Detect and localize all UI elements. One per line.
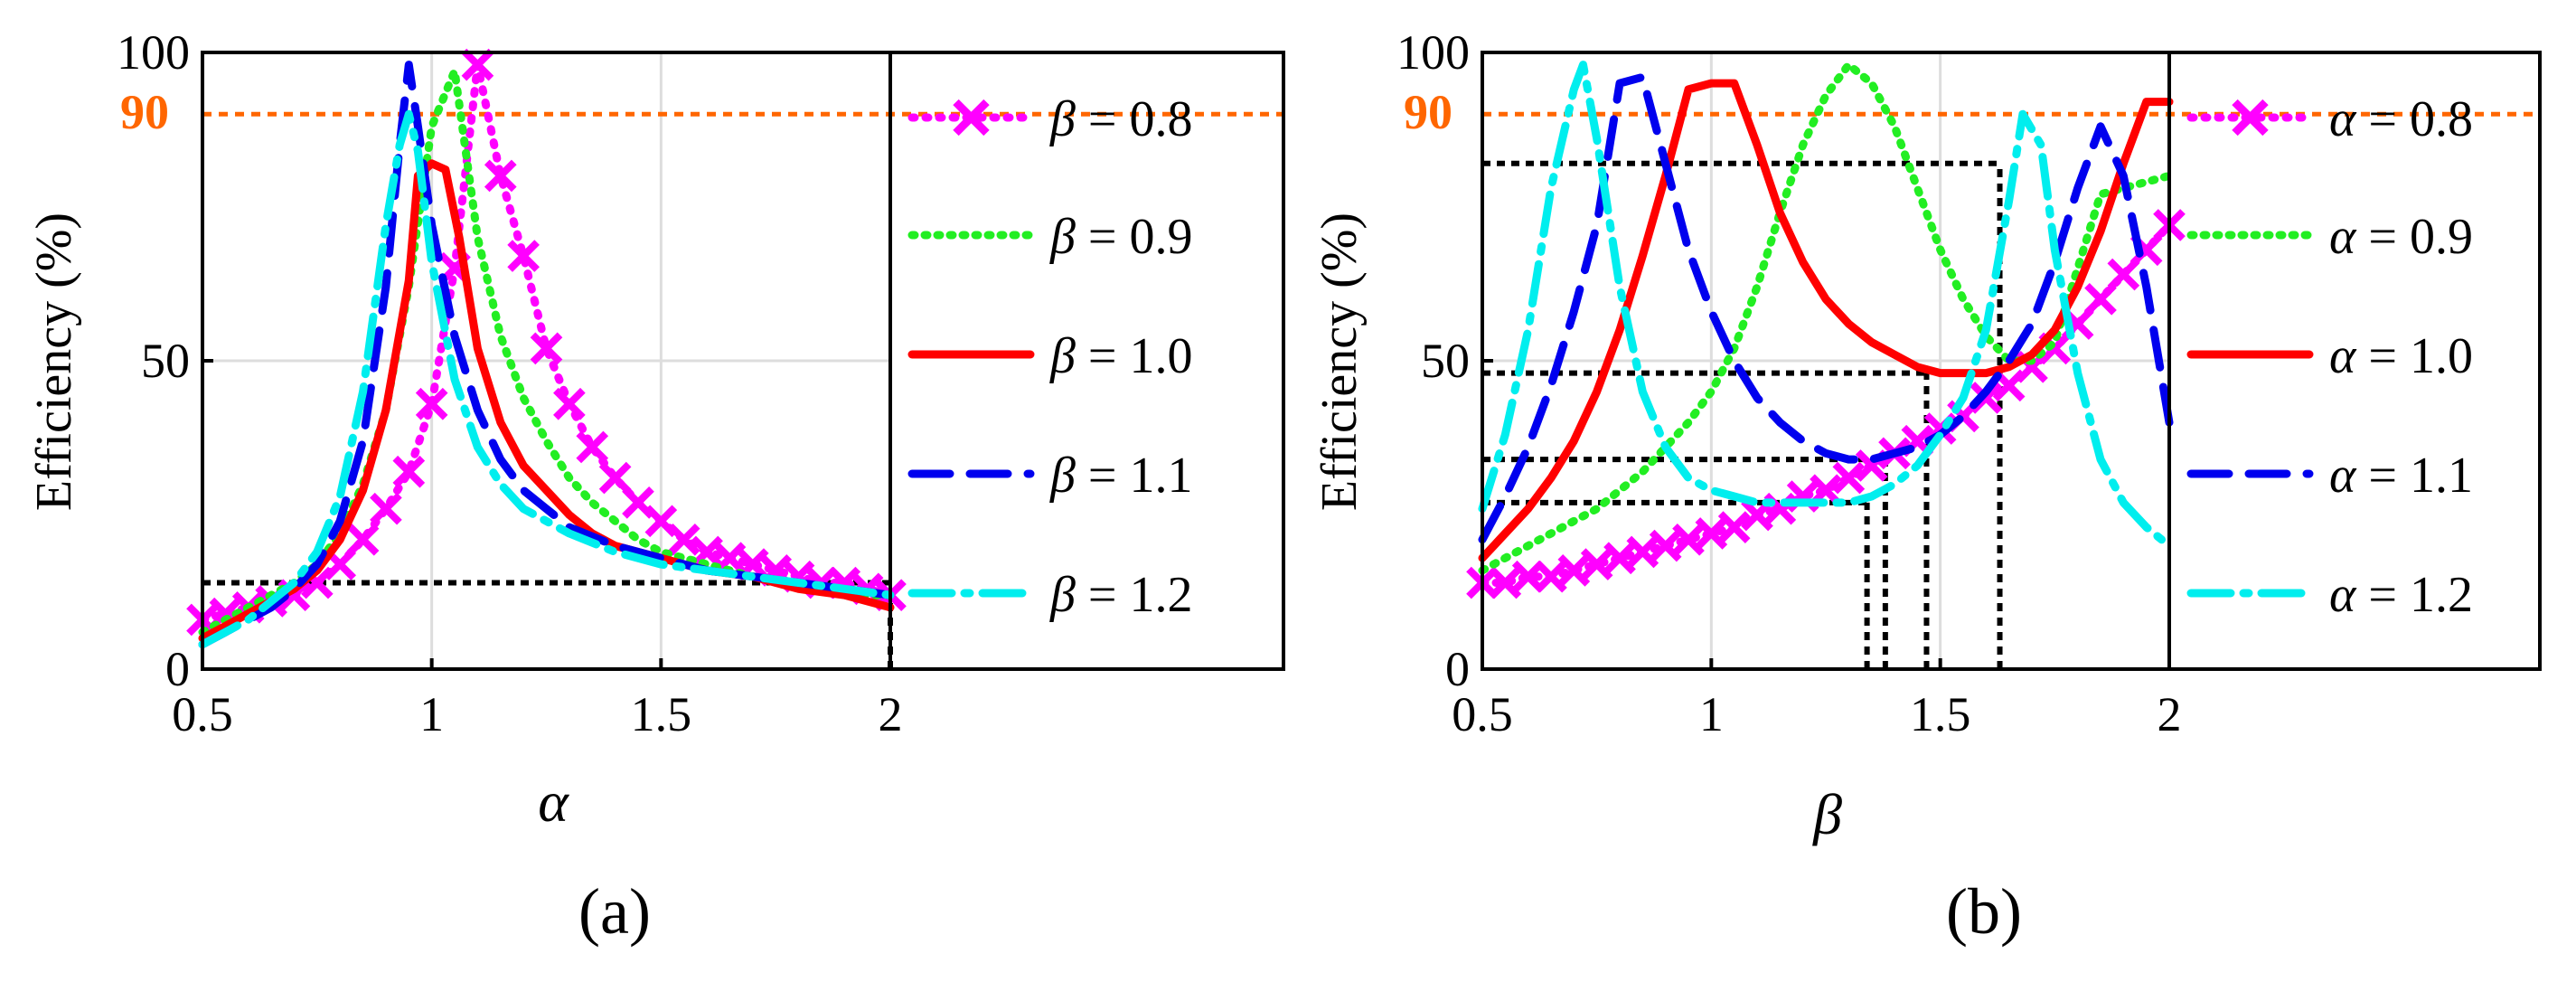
x-tick-label: 0.5: [1452, 687, 1513, 741]
series-line-4: [1478, 72, 2174, 544]
x-marker: [1489, 566, 1522, 599]
x-marker: [415, 387, 448, 420]
x-marker: [2084, 282, 2117, 316]
legend-value: = 1.1: [1076, 448, 1193, 504]
legend-value: = 0.8: [1076, 91, 1193, 147]
x-tick-label: 0.5: [172, 687, 233, 741]
panel-a-legend: β = 0.8β = 0.9β = 1.0β = 1.1β = 1.2: [907, 91, 1192, 623]
series-line-2: [1478, 61, 2174, 575]
x-marker: [461, 48, 494, 81]
x-marker: [667, 523, 700, 556]
panel-b-series: [1466, 61, 2186, 599]
x-marker: [346, 523, 380, 556]
series-line-5: [1478, 61, 2174, 551]
panel-b-x-ticks: 0.5 1 1.5 2: [1452, 658, 2182, 741]
x-tick-label: 1: [1699, 687, 1724, 741]
x-marker: [1695, 517, 1728, 550]
series-line-5: [198, 109, 895, 649]
x-tick-label: 1: [419, 687, 444, 741]
x-marker: [530, 332, 563, 365]
x-tick-label: 1.5: [631, 687, 692, 741]
panel-b-legend: α = 0.8α = 0.9α = 1.0α = 1.1α = 1.2: [2186, 91, 2473, 623]
x-marker: [1832, 461, 1866, 495]
x-marker: [1649, 529, 1682, 562]
panel-a-ref-label: 90: [120, 85, 169, 139]
panel-b-y-ticks: 0 50 100: [1396, 25, 1493, 696]
panel-a-x-axis-label: α: [538, 769, 569, 834]
x-marker: [1557, 554, 1591, 587]
legend-symbol: α: [2329, 209, 2357, 265]
x-tick-label: 2: [2158, 687, 2182, 741]
legend-label-2: β = 0.9: [1049, 209, 1192, 265]
x-marker: [553, 387, 586, 420]
panel-b-ref-label: 90: [1404, 85, 1453, 139]
legend-symbol: β: [1049, 91, 1076, 147]
legend-label-4: β = 1.1: [1049, 448, 1192, 504]
legend-label-3: β = 1.0: [1049, 328, 1192, 384]
x-tick-label: 1.5: [1910, 687, 1971, 741]
legend-symbol: α: [2329, 328, 2357, 384]
legend-symbol: α: [2329, 448, 2357, 504]
legend-value: = 0.9: [1076, 209, 1193, 265]
legend-label-1: β = 0.8: [1049, 91, 1192, 147]
legend-value: = 0.8: [2355, 91, 2473, 147]
legend-value: = 1.0: [2355, 328, 2473, 384]
panel-a-caption: (a): [578, 875, 651, 948]
legend-label-5: β = 1.2: [1049, 567, 1192, 623]
x-marker: [484, 159, 517, 193]
legend-symbol: β: [1049, 209, 1076, 265]
x-marker: [1717, 511, 1751, 543]
legend-value: = 1.1: [2355, 448, 2473, 504]
panel-a-x-ticks: 0.5 1 1.5 2: [172, 658, 903, 741]
x-tick-label: 2: [879, 687, 903, 741]
legend-symbol: β: [1049, 328, 1076, 384]
x-marker: [1580, 548, 1613, 580]
x-marker: [1626, 535, 1659, 569]
y-tick-label: 100: [1396, 25, 1470, 80]
y-tick-label: 50: [141, 334, 190, 388]
y-tick-label: 50: [1421, 334, 1470, 388]
legend-label-2: α = 0.9: [2329, 209, 2473, 265]
legend-marker: [953, 99, 990, 137]
x-marker: [1603, 542, 1636, 575]
y-tick-label: 100: [117, 25, 190, 80]
panel-b-x-axis-label: β: [1811, 782, 1842, 846]
legend-label-3: α = 1.0: [2329, 328, 2473, 384]
legend-label-4: α = 1.1: [2329, 448, 2473, 504]
legend-symbol: α: [2329, 567, 2357, 623]
panel-b-caption: (b): [1946, 875, 2022, 948]
x-marker: [691, 535, 723, 569]
x-marker: [392, 455, 426, 488]
legend-value: = 1.0: [1076, 328, 1193, 384]
panel-a-y-axis-label: Efficiency (%): [26, 212, 82, 511]
x-marker: [1535, 560, 1567, 593]
series-line-3: [1478, 79, 2174, 562]
legend-value: = 0.9: [2355, 209, 2473, 265]
x-marker: [370, 492, 402, 525]
legend-value: = 1.2: [2355, 567, 2473, 623]
legend-symbol: β: [1049, 448, 1076, 504]
legend-marker: [2232, 99, 2269, 137]
x-marker: [507, 240, 540, 272]
legend-label-5: α = 1.2: [2329, 567, 2473, 623]
panel-a-series: [186, 48, 907, 649]
panel-b-grid: [1482, 52, 2169, 669]
x-marker: [2107, 258, 2140, 291]
legend-value: = 1.2: [1076, 567, 1193, 623]
x-marker: [598, 461, 632, 495]
y-tick-label: 0: [1445, 642, 1470, 696]
x-marker: [576, 430, 609, 464]
x-marker: [1672, 523, 1705, 556]
legend-symbol: α: [2329, 91, 2357, 147]
panel-a-y-ticks: 0 50 100: [117, 25, 213, 696]
y-tick-label: 0: [165, 642, 190, 696]
legend-symbol: β: [1049, 567, 1076, 623]
legend-label-1: α = 0.8: [2329, 91, 2473, 147]
panel-b-y-axis-label: Efficiency (%): [1312, 212, 1368, 511]
